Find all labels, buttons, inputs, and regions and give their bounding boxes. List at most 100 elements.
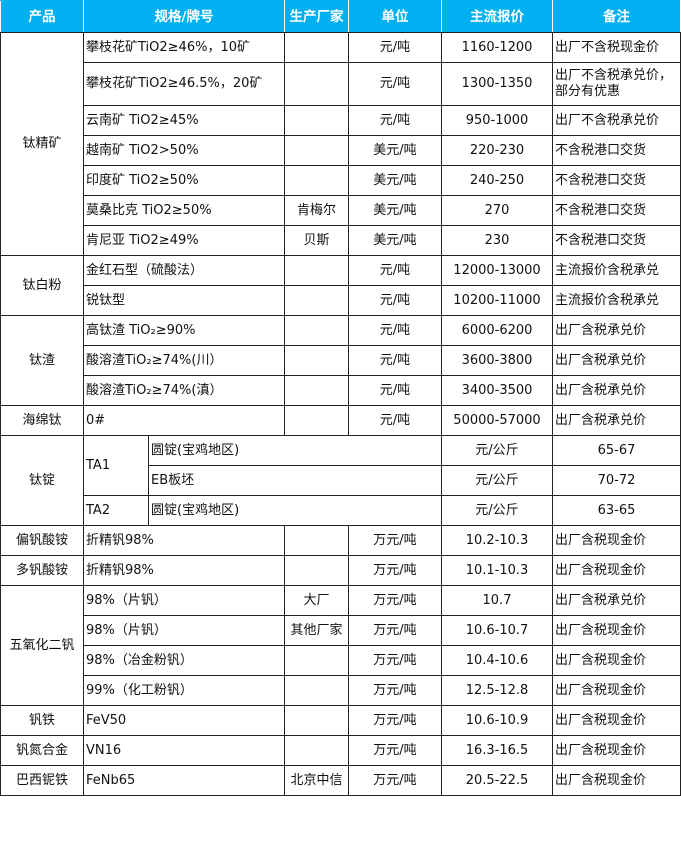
unit-cell: 万元/吨 — [348, 735, 442, 766]
product-cell: 巴西铌铁 — [0, 765, 84, 796]
note-cell: 出厂含税承兑价 — [552, 585, 681, 616]
note-cell: 出厂不含税承兑价，部分有优惠 — [552, 62, 681, 106]
header-price: 主流报价 — [441, 0, 553, 33]
spec-cell: VN16 — [83, 735, 285, 766]
table-row: 肯尼亚 TiO2≥49% 贝斯 美元/吨 230 不含税港口交货 — [1, 225, 681, 256]
spec-cell: 云南矿 TiO2≥45% — [83, 105, 285, 136]
spec-cell: 98%（片钒） — [83, 615, 285, 646]
price-cell: 10.7 — [441, 585, 553, 616]
price-cell: 270 — [441, 195, 553, 226]
unit-cell: 万元/吨 — [348, 585, 442, 616]
table-row: 99%（化工粉钒） 万元/吨 12.5-12.8 出厂含税现金价 — [1, 675, 681, 706]
price-cell: 10200-11000 — [441, 285, 553, 316]
price-cell: 3600-3800 — [441, 345, 553, 376]
spec-cell: 肯尼亚 TiO2≥49% — [83, 225, 285, 256]
unit-cell: 元/吨 — [348, 105, 442, 136]
note-cell: 出厂含税承兑价 — [552, 345, 681, 376]
spec-cell: EB板坯 — [148, 465, 442, 496]
product-cell: 钒铁 — [0, 705, 84, 736]
unit-cell: 元/吨 — [348, 62, 442, 106]
product-cell: 钛精矿 — [0, 32, 84, 256]
maker-cell — [284, 705, 349, 736]
price-cell: 3400-3500 — [441, 375, 553, 406]
note-cell: 出厂含税承兑价 — [552, 315, 681, 346]
table-row: 锐钛型 元/吨 10200-11000 主流报价含税承兑 — [1, 285, 681, 316]
price-cell: 10.2-10.3 — [441, 525, 553, 556]
table-row: 98%（冶金粉钒） 万元/吨 10.4-10.6 出厂含税现金价 — [1, 645, 681, 676]
price-cell: 10.6-10.7 — [441, 615, 553, 646]
unit-cell: 元/吨 — [348, 255, 442, 286]
unit-cell: 元/公斤 — [441, 465, 553, 496]
maker-cell — [284, 135, 349, 166]
product-cell: 钛白粉 — [0, 255, 84, 316]
unit-cell: 美元/吨 — [348, 225, 442, 256]
unit-cell: 元/吨 — [348, 405, 442, 436]
table-row: 钛白粉 金红石型（硫酸法） 元/吨 12000-13000 主流报价含税承兑 — [0, 255, 681, 316]
unit-cell: 美元/吨 — [348, 135, 442, 166]
note-cell: 出厂含税现金价 — [552, 525, 681, 556]
table-row: 巴西铌铁 FeNb65 北京中信 万元/吨 20.5-22.5 出厂含税现金价 — [0, 765, 681, 796]
unit-cell: 元/吨 — [348, 315, 442, 346]
spec-cell: 高钛渣 TiO₂≥90% — [83, 315, 285, 346]
header-note: 备注 — [552, 0, 681, 33]
maker-cell: 大厂 — [284, 585, 349, 616]
note-cell: 出厂不含税现金价 — [552, 32, 681, 63]
price-cell: 10.6-10.9 — [441, 705, 553, 736]
product-cell: 钛渣 — [0, 315, 84, 406]
note-cell: 出厂含税现金价 — [552, 675, 681, 706]
price-cell: 10.1-10.3 — [441, 555, 553, 586]
note-cell: 主流报价含税承兑 — [552, 255, 681, 286]
unit-cell: 元/吨 — [348, 285, 442, 316]
table-row: 多钒酸铵 折精钒98% 万元/吨 10.1-10.3 出厂含税现金价 — [0, 555, 681, 586]
maker-cell — [284, 255, 349, 286]
spec-cell: 攀枝花矿TiO2≥46%，10矿 — [83, 32, 285, 63]
maker-cell: 贝斯 — [284, 225, 349, 256]
table-row: 钒氮合金 VN16 万元/吨 16.3-16.5 出厂含税现金价 — [0, 735, 681, 766]
header-maker: 生产厂家 — [284, 0, 349, 33]
maker-cell — [284, 525, 349, 556]
product-cell: 五氧化二钒 — [0, 585, 84, 706]
unit-cell: 万元/吨 — [348, 765, 442, 796]
header-unit: 单位 — [348, 0, 442, 33]
spec-cell: 圆锭(宝鸡地区) — [148, 495, 442, 526]
table-row: 攀枝花矿TiO2≥46.5%，20矿 元/吨 1300-1350 出厂不含税承兑价，部… — [1, 62, 681, 106]
table-row: 钒铁 FeV50 万元/吨 10.6-10.9 出厂含税现金价 — [0, 705, 681, 736]
spec-cell: 99%（化工粉钒） — [83, 675, 285, 706]
header-product: 产品 — [0, 0, 84, 33]
product-cell: 钛锭 — [0, 435, 84, 526]
unit-cell: 元/吨 — [348, 375, 442, 406]
grade-cell: TA2 — [83, 495, 149, 526]
unit-cell: 万元/吨 — [348, 675, 442, 706]
price-table: 产品 规格/牌号 生产厂家 单位 主流报价 备注 钛精矿 攀枝花矿TiO2≥46%… — [0, 0, 681, 796]
maker-cell — [284, 375, 349, 406]
product-cell: 海绵钛 — [0, 405, 84, 436]
maker-cell: 其他厂家 — [284, 615, 349, 646]
note-cell: 出厂含税现金价 — [552, 765, 681, 796]
spec-cell: 98%（冶金粉钒） — [83, 645, 285, 676]
unit-cell: 元/吨 — [348, 32, 442, 63]
price-cell: 16.3-16.5 — [441, 735, 553, 766]
spec-cell: 98%（片钒） — [83, 585, 285, 616]
maker-cell — [284, 62, 349, 106]
maker-cell — [284, 105, 349, 136]
grade-cell: TA1 — [83, 435, 149, 496]
unit-cell: 万元/吨 — [348, 615, 442, 646]
spec-cell: 酸溶渣TiO₂≥74%(川） — [83, 345, 285, 376]
table-row: 印度矿 TiO2≥50% 美元/吨 240-250 不含税港口交货 — [1, 165, 681, 196]
note-cell: 出厂含税现金价 — [552, 645, 681, 676]
table-row: 莫桑比克 TiO2≥50% 肯梅尔 美元/吨 270 不含税港口交货 — [1, 195, 681, 226]
table-row: 云南矿 TiO2≥45% 元/吨 950-1000 出厂不含税承兑价 — [1, 105, 681, 136]
note-cell: 主流报价含税承兑 — [552, 285, 681, 316]
spec-cell: FeV50 — [83, 705, 285, 736]
unit-cell: 万元/吨 — [348, 705, 442, 736]
spec-cell: 酸溶渣TiO₂≥74%(滇） — [83, 375, 285, 406]
spec-cell: 印度矿 TiO2≥50% — [83, 165, 285, 196]
unit-cell: 万元/吨 — [348, 645, 442, 676]
maker-cell: 北京中信 — [284, 765, 349, 796]
maker-cell — [284, 675, 349, 706]
spec-cell: 锐钛型 — [83, 285, 285, 316]
price-cell: 240-250 — [441, 165, 553, 196]
note-cell: 出厂含税承兑价 — [552, 375, 681, 406]
